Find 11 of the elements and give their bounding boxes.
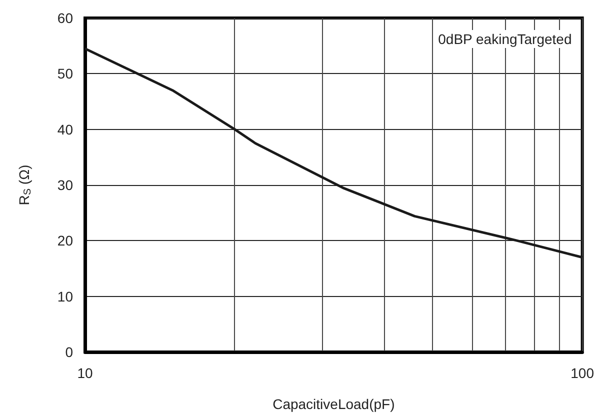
y-axis-title: RS (Ω) xyxy=(16,164,34,206)
y-tick-label: 30 xyxy=(57,177,74,193)
y-tick-label: 40 xyxy=(57,121,74,138)
y-tick-label: 0 xyxy=(65,344,74,360)
y-tick-label: 50 xyxy=(57,66,74,82)
y-tick-label: 10 xyxy=(57,288,74,304)
x-axis-title: CapacitiveLoad(pF) xyxy=(272,396,395,412)
annotation: 0dBP eakingTargeted xyxy=(438,31,572,47)
x-tick-label: 100 xyxy=(570,365,594,381)
y-tick-label: 20 xyxy=(57,232,74,249)
y-tick-label: 60 xyxy=(57,10,74,26)
